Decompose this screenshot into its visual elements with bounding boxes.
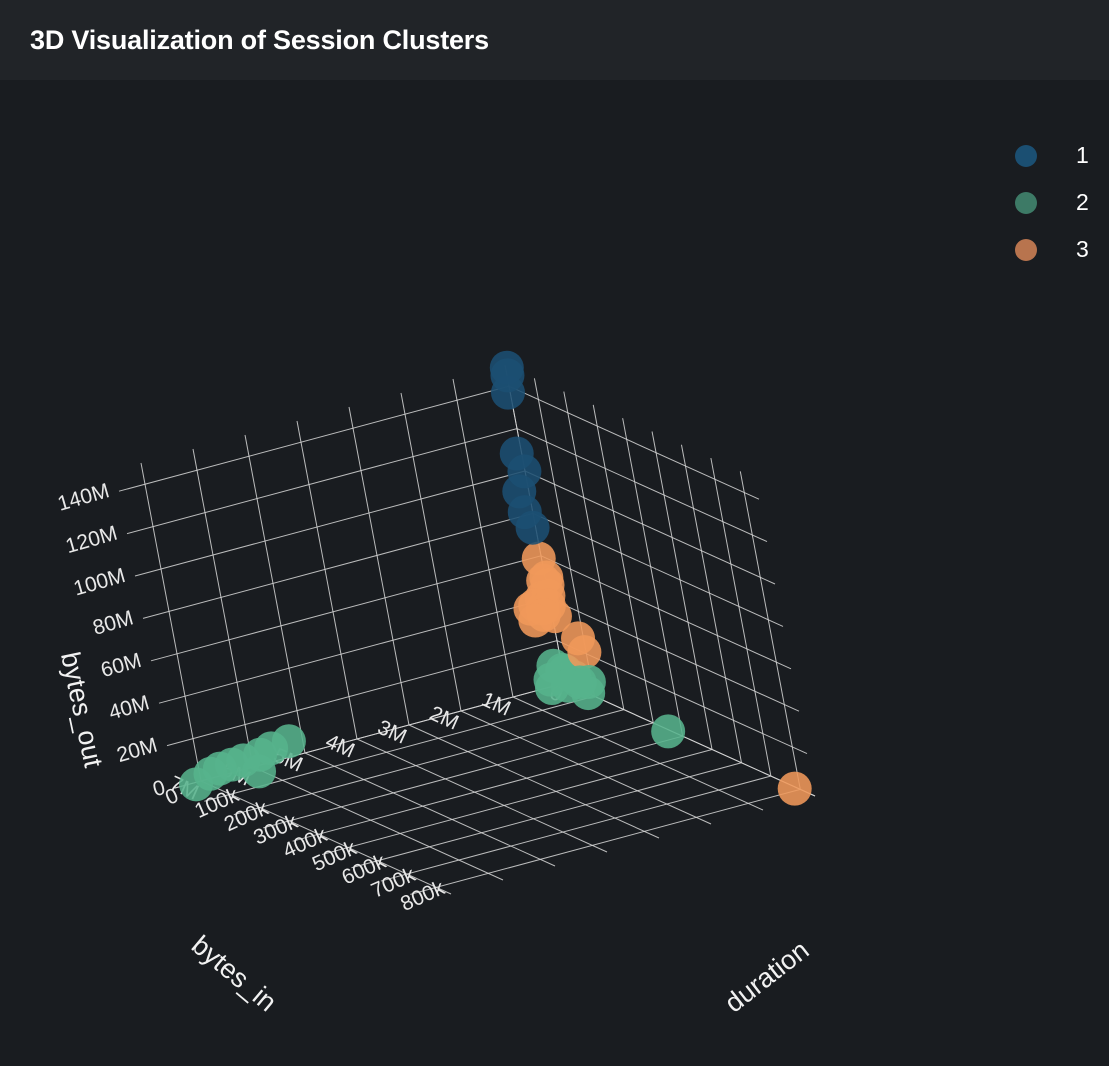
z-tick-label: 140M xyxy=(55,479,112,516)
data-point-cluster-2[interactable] xyxy=(571,676,606,711)
legend-label: 2 xyxy=(1076,189,1089,215)
data-point-cluster-1[interactable] xyxy=(490,375,525,410)
grid-lines xyxy=(118,364,816,895)
data-point-cluster-1[interactable] xyxy=(507,454,542,489)
data-point-cluster-2[interactable] xyxy=(242,754,277,789)
data-point-cluster-3[interactable] xyxy=(518,603,553,638)
wall-grid-line xyxy=(166,640,558,747)
floor-grid-line xyxy=(356,738,608,853)
wall-grid-line xyxy=(622,418,684,737)
wall-grid-line xyxy=(516,428,768,543)
wall-grid-line xyxy=(548,597,800,712)
data-point-cluster-3[interactable] xyxy=(777,771,812,806)
z-tick-label: 40M xyxy=(106,691,152,724)
wall-grid-line xyxy=(739,471,801,790)
wall-grid-line xyxy=(680,444,742,763)
wall-grid-line xyxy=(118,385,510,492)
wall-grid-line xyxy=(564,682,816,797)
wall-grid-line xyxy=(651,431,713,750)
wall-grid-line xyxy=(400,392,462,712)
wall-grid-line xyxy=(244,434,306,754)
wall-grid-line xyxy=(140,462,202,782)
floor-grid-line xyxy=(460,710,712,825)
legend-label: 1 xyxy=(1076,142,1089,168)
legend-item-3[interactable]: 3 xyxy=(1015,236,1089,262)
wall-grid-line xyxy=(540,555,792,670)
data-points xyxy=(179,350,812,806)
wall-grid-line xyxy=(508,385,760,500)
chart-header: 3D Visualization of Session Clusters xyxy=(0,0,1109,80)
data-point-cluster-1[interactable] xyxy=(515,510,550,545)
floor-grid-line xyxy=(512,696,764,811)
z-tick-label: 100M xyxy=(71,564,128,601)
legend-marker xyxy=(1015,145,1037,167)
wall-grid-line xyxy=(710,457,772,777)
wall-grid-line xyxy=(532,512,784,627)
z-tick-label: 80M xyxy=(90,606,136,639)
wall-grid-line xyxy=(452,378,514,698)
z-tick-label: 60M xyxy=(98,649,144,682)
wall-grid-line xyxy=(563,391,625,710)
wall-grid-line xyxy=(150,555,542,662)
floor-grid-line xyxy=(351,762,742,869)
chart-title: 3D Visualization of Session Clusters xyxy=(30,24,489,55)
floor-grid-line xyxy=(380,775,772,882)
floor-grid-line xyxy=(292,735,683,842)
legend-item-1[interactable]: 1 xyxy=(1015,142,1089,168)
legend-marker xyxy=(1015,192,1037,214)
legend-marker xyxy=(1015,239,1037,261)
tick-labels: 0100k200k300k400k500k600k700k800k01M2M3M… xyxy=(55,479,566,916)
wall-grid-line xyxy=(348,406,410,726)
data-point-cluster-2[interactable] xyxy=(534,670,569,705)
y-tick-label: 1M xyxy=(478,688,514,721)
z-tick-label: 120M xyxy=(63,522,120,559)
wall-grid-line xyxy=(524,470,776,585)
y-tick-label: 2M xyxy=(426,702,462,735)
legend-item-2[interactable]: 2 xyxy=(1015,189,1089,215)
floor-grid-line xyxy=(263,722,654,829)
wall-grid-line xyxy=(592,404,654,723)
floor-grid-line xyxy=(410,788,801,895)
data-point-cluster-1[interactable] xyxy=(489,350,524,385)
floor-grid-line xyxy=(233,709,624,816)
scatter-3d-plot[interactable]: 0100k200k300k400k500k600k700k800k01M2M3M… xyxy=(0,80,1109,1066)
wall-grid-line xyxy=(134,470,526,577)
data-point-cluster-2[interactable] xyxy=(179,767,214,802)
wall-grid-line xyxy=(296,420,358,740)
floor-grid-line xyxy=(321,748,713,855)
x-axis-title: duration xyxy=(719,935,814,1019)
y-axis-title: bytes_in xyxy=(186,930,282,1018)
floor-grid-line xyxy=(252,766,504,881)
data-point-cluster-2[interactable] xyxy=(651,714,686,749)
wall-grid-line xyxy=(158,597,550,704)
wall-grid-line xyxy=(142,512,534,619)
y-tick-label: 3M xyxy=(374,716,410,749)
wall-grid-line xyxy=(126,428,518,535)
data-point-cluster-3[interactable] xyxy=(567,635,602,670)
wall-grid-line xyxy=(192,448,254,768)
floor-grid-line xyxy=(200,780,452,895)
floor-grid-line xyxy=(408,724,660,839)
y-tick-label: 4M xyxy=(322,730,358,763)
legend[interactable]: 1 2 3 xyxy=(1015,142,1089,262)
floor-grid-line xyxy=(304,752,556,867)
z-tick-label: 20M xyxy=(114,734,160,767)
legend-label: 3 xyxy=(1076,236,1089,262)
